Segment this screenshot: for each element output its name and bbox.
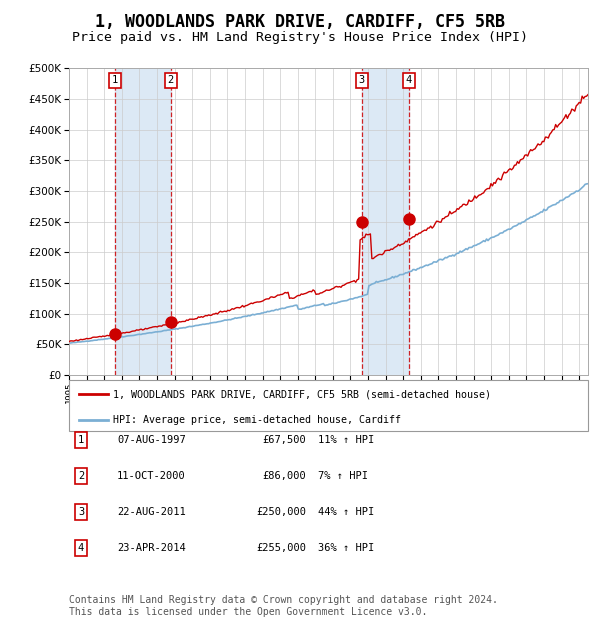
Text: HPI: Average price, semi-detached house, Cardiff: HPI: Average price, semi-detached house,… xyxy=(113,415,401,425)
Text: 2: 2 xyxy=(78,471,84,481)
Bar xyxy=(362,68,409,375)
Text: £255,000: £255,000 xyxy=(256,543,306,553)
Text: £250,000: £250,000 xyxy=(256,507,306,517)
Text: 1, WOODLANDS PARK DRIVE, CARDIFF, CF5 5RB (semi-detached house): 1, WOODLANDS PARK DRIVE, CARDIFF, CF5 5R… xyxy=(113,389,491,399)
Text: 2: 2 xyxy=(167,76,174,86)
Text: 1, WOODLANDS PARK DRIVE, CARDIFF, CF5 5RB: 1, WOODLANDS PARK DRIVE, CARDIFF, CF5 5R… xyxy=(95,12,505,31)
Text: 7% ↑ HPI: 7% ↑ HPI xyxy=(318,471,368,481)
Text: 44% ↑ HPI: 44% ↑ HPI xyxy=(318,507,374,517)
Text: 11-OCT-2000: 11-OCT-2000 xyxy=(117,471,186,481)
Text: Contains HM Land Registry data © Crown copyright and database right 2024.
This d: Contains HM Land Registry data © Crown c… xyxy=(69,595,498,617)
Text: 1: 1 xyxy=(112,76,118,86)
Text: 23-APR-2014: 23-APR-2014 xyxy=(117,543,186,553)
Text: 3: 3 xyxy=(78,507,84,517)
Bar xyxy=(115,68,170,375)
Text: 3: 3 xyxy=(359,76,365,86)
Text: £67,500: £67,500 xyxy=(262,435,306,445)
Text: 1: 1 xyxy=(78,435,84,445)
Text: 4: 4 xyxy=(78,543,84,553)
Text: 4: 4 xyxy=(406,76,412,86)
Text: 11% ↑ HPI: 11% ↑ HPI xyxy=(318,435,374,445)
Text: Price paid vs. HM Land Registry's House Price Index (HPI): Price paid vs. HM Land Registry's House … xyxy=(72,31,528,43)
Text: 36% ↑ HPI: 36% ↑ HPI xyxy=(318,543,374,553)
Text: £86,000: £86,000 xyxy=(262,471,306,481)
Text: 07-AUG-1997: 07-AUG-1997 xyxy=(117,435,186,445)
Text: 22-AUG-2011: 22-AUG-2011 xyxy=(117,507,186,517)
